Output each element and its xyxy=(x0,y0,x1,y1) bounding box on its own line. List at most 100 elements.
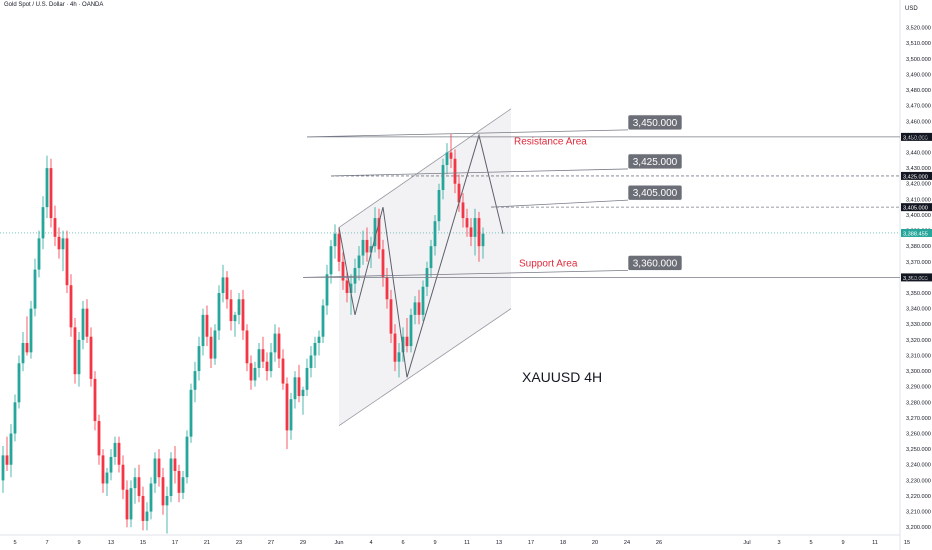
price-tick-label: 3,220.000 xyxy=(906,494,931,500)
candle-body xyxy=(393,333,397,362)
candle-body xyxy=(465,218,469,228)
candle xyxy=(365,227,369,262)
candle xyxy=(309,346,313,378)
candle xyxy=(77,332,81,387)
candle-body xyxy=(201,314,205,347)
candle xyxy=(437,183,441,231)
candle xyxy=(461,193,465,228)
candle xyxy=(13,394,17,442)
price-tick-label: 3,500.000 xyxy=(906,57,931,63)
candle-body xyxy=(473,218,477,237)
candle-body xyxy=(89,336,93,379)
candle xyxy=(209,327,213,368)
candle xyxy=(217,285,221,340)
price-tick-label: 3,520.000 xyxy=(906,26,931,32)
price-tick-label: 3,280.000 xyxy=(906,400,931,406)
candle xyxy=(105,467,109,496)
candle-body xyxy=(277,333,281,359)
price-tick-label: 3,300.000 xyxy=(906,369,931,375)
candle xyxy=(457,174,461,212)
candle xyxy=(449,133,453,169)
candle xyxy=(473,208,477,256)
candle xyxy=(117,436,121,473)
level-callout-label: 3,360.000 xyxy=(633,258,678,269)
time-tick-label: 24 xyxy=(624,540,630,546)
candle-body xyxy=(113,442,117,457)
channel-upper-line xyxy=(338,108,512,228)
level-axis-tag xyxy=(901,273,932,282)
time-tick-label: Jul xyxy=(743,540,750,546)
candle xyxy=(401,327,405,362)
candle-body xyxy=(145,511,149,521)
level-callout-leader xyxy=(302,270,629,278)
candle-body xyxy=(189,389,193,437)
candle-body xyxy=(273,333,277,353)
candle xyxy=(173,446,177,484)
candle-body xyxy=(169,458,173,496)
candle-body xyxy=(73,327,77,375)
candle xyxy=(329,239,333,284)
candle xyxy=(161,467,165,515)
price-tick-label: 3,270.000 xyxy=(906,416,931,422)
level-3360: 3,360.000 3,360.000 xyxy=(302,255,932,282)
candle xyxy=(165,486,169,534)
candle-body xyxy=(437,189,441,222)
candle xyxy=(321,299,325,343)
level-axis-tag-label: 3,425.000 xyxy=(903,174,928,180)
price-tick-label: 3,350.000 xyxy=(906,291,931,297)
candle-body xyxy=(117,442,121,465)
candle-body xyxy=(129,488,133,520)
candle xyxy=(125,480,129,528)
candle xyxy=(93,371,97,431)
price-tick-label: 3,490.000 xyxy=(906,72,931,78)
candle xyxy=(237,293,241,325)
price-tick-label: 3,440.000 xyxy=(906,151,931,157)
candle xyxy=(481,227,485,259)
level-axis-tag xyxy=(901,203,932,212)
candle-body xyxy=(137,477,141,496)
candle-body xyxy=(93,378,97,422)
candle xyxy=(341,252,345,290)
candle-body xyxy=(341,261,345,281)
candle xyxy=(353,258,357,294)
candle xyxy=(393,324,397,372)
candle-body xyxy=(377,218,381,250)
price-tick-label: 3,460.000 xyxy=(906,119,931,125)
candle-body xyxy=(217,293,221,331)
price-tick-label: 3,420.000 xyxy=(906,182,931,188)
candle-body xyxy=(161,477,165,506)
time-tick-label: 13 xyxy=(496,540,502,546)
candle xyxy=(29,300,33,359)
candle-body xyxy=(209,336,213,359)
candle-body xyxy=(25,342,29,353)
candle-body xyxy=(449,152,453,159)
candle xyxy=(445,143,449,175)
candle xyxy=(289,392,293,440)
candle-body xyxy=(253,367,257,381)
candle xyxy=(1,446,5,493)
time-tick-label: 11 xyxy=(872,540,878,546)
level-axis-tag xyxy=(901,132,932,141)
price-tick-label: 3,250.000 xyxy=(906,447,931,453)
candle-body xyxy=(349,283,353,294)
time-tick-label: 27 xyxy=(268,540,274,546)
level-3405: 3,405.000 3,405.000 xyxy=(490,184,932,212)
candle-body xyxy=(61,238,65,250)
candle-body xyxy=(477,218,481,247)
candle-body xyxy=(37,238,41,270)
price-tick-label: 3,260.000 xyxy=(906,432,931,438)
candle-body xyxy=(121,464,125,490)
time-tick-label: 15 xyxy=(904,540,910,546)
candle xyxy=(373,207,377,253)
candle-body xyxy=(305,367,309,390)
level-callout-leader xyxy=(330,168,629,177)
chart-header-title: Gold Spot / U.S. Dollar · 4h · OANDA xyxy=(4,2,104,8)
candle-body xyxy=(153,458,157,484)
level-axis-tag xyxy=(901,171,932,180)
candle-body xyxy=(229,299,233,322)
candle xyxy=(41,196,45,250)
candle-body xyxy=(301,389,305,397)
candle-body xyxy=(105,472,109,484)
candle-body xyxy=(205,314,209,337)
